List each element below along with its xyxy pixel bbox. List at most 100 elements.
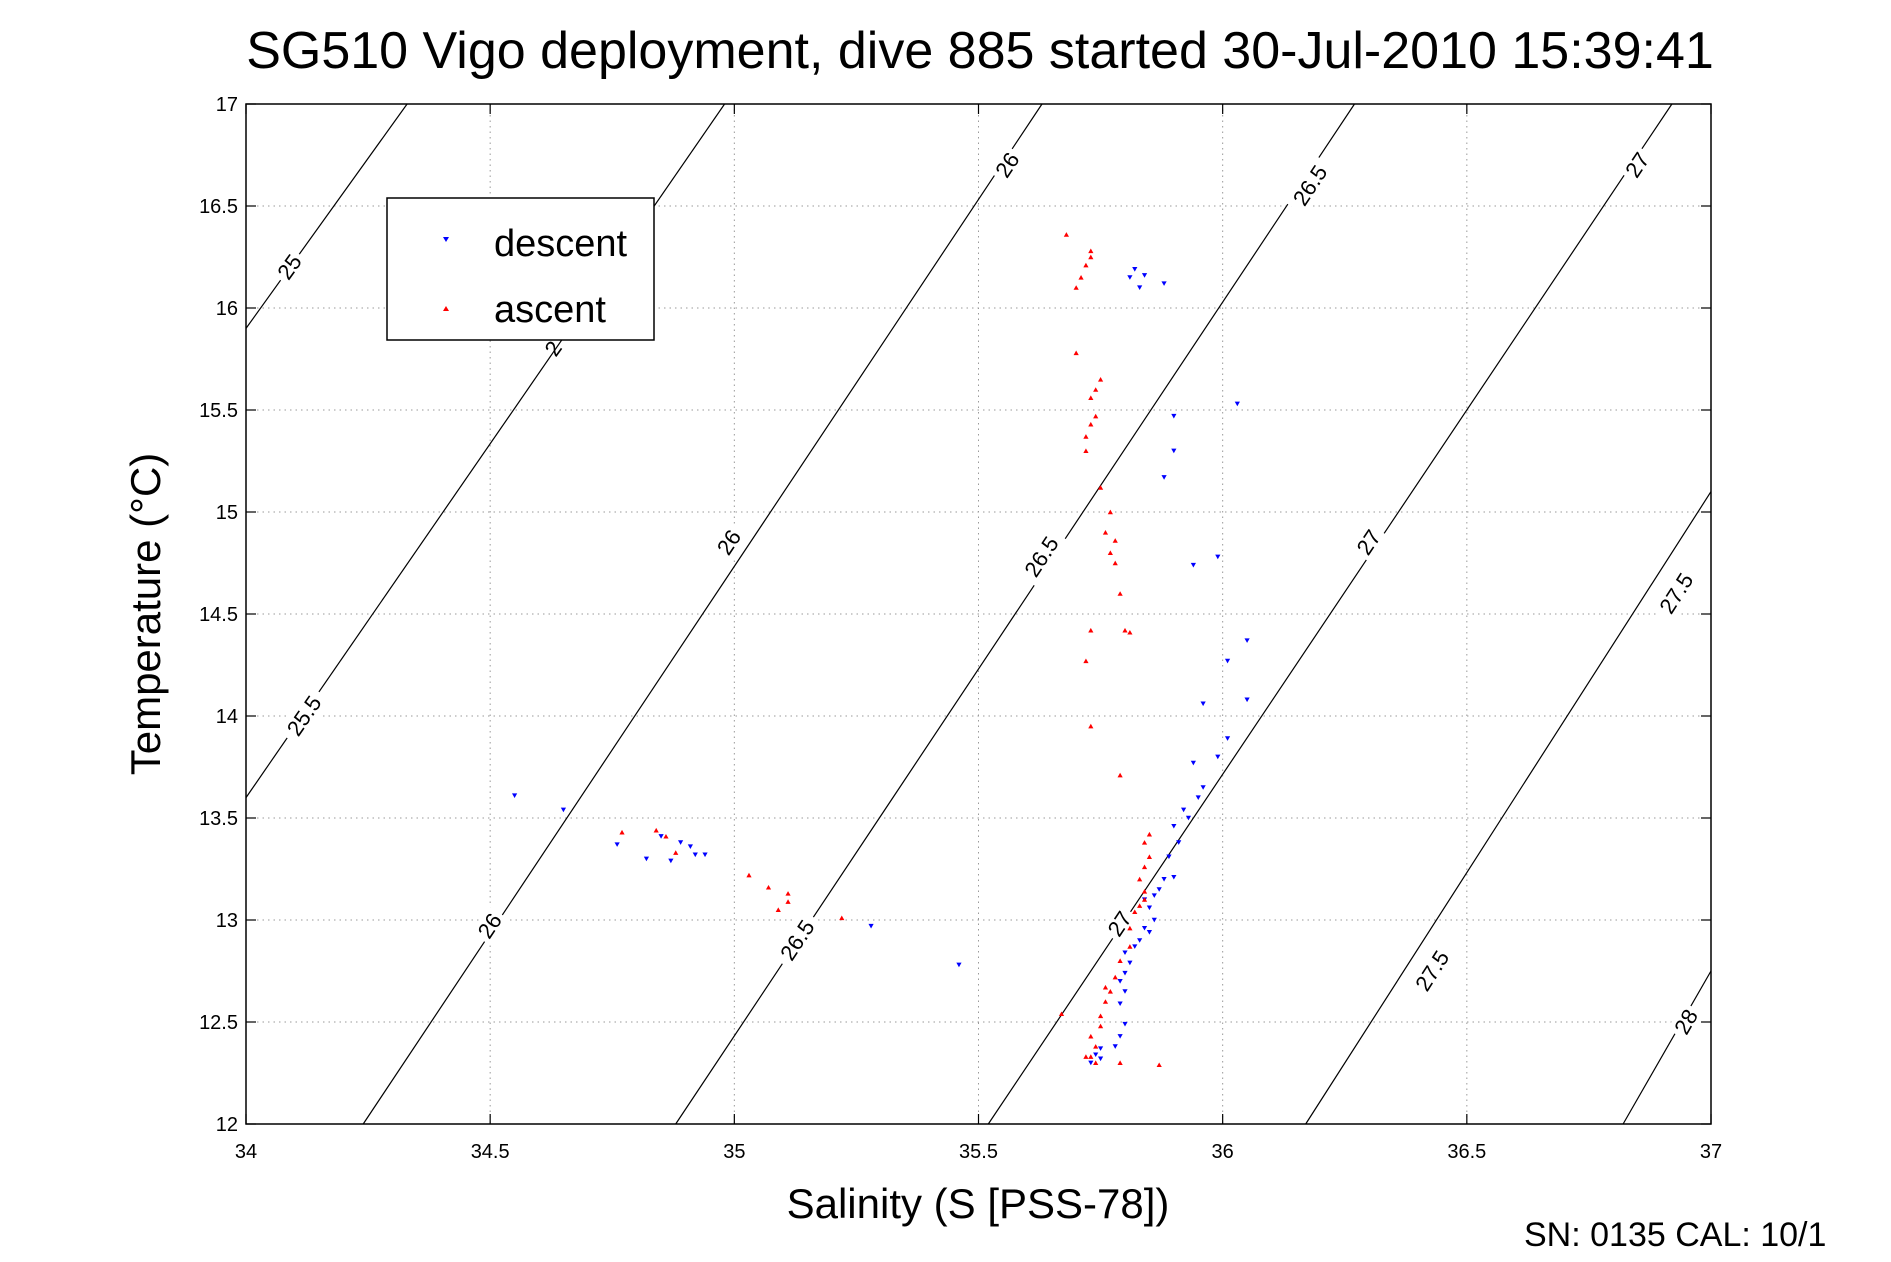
x-tick-label: 37	[1700, 1141, 1722, 1163]
x-tick-label: 34.5	[471, 1141, 510, 1163]
ascent-point	[746, 872, 752, 878]
legend-box	[386, 197, 655, 341]
y-tick-label: 16.5	[199, 196, 238, 218]
ascent-point	[1088, 1033, 1094, 1039]
y-tick-label: 15.5	[199, 400, 238, 422]
ascent-point	[1107, 550, 1113, 555]
descent-point	[687, 844, 693, 849]
ascent-point	[1141, 889, 1148, 894]
ascent-point	[1117, 772, 1123, 778]
ascent-point	[1102, 530, 1109, 535]
ascent-point	[785, 899, 791, 904]
y-tick-label: 15	[216, 502, 238, 524]
contour-label-mask	[709, 522, 750, 564]
ascent-point	[1102, 999, 1109, 1004]
x-tick-label: 36.5	[1447, 1141, 1486, 1163]
descent-point	[1181, 807, 1187, 813]
descent-point	[1244, 697, 1250, 703]
descent-point	[1151, 917, 1157, 923]
descent-point	[1166, 854, 1172, 860]
descent-point	[1122, 970, 1128, 976]
descent-point	[1141, 273, 1148, 278]
descent-point	[658, 834, 664, 839]
descent-point	[1132, 267, 1138, 272]
ascent-point	[765, 884, 772, 890]
grid	[246, 104, 1711, 1124]
descent-point	[1244, 638, 1250, 643]
ascent-point	[1063, 232, 1069, 237]
descent-point	[1200, 785, 1206, 790]
descent-point	[1122, 950, 1128, 956]
ascent-point	[1146, 854, 1153, 859]
x-tick-label: 35.5	[959, 1141, 998, 1163]
contour-label-mask	[1349, 522, 1389, 564]
legend-label-descent: descent	[494, 223, 628, 265]
ascent-point	[1078, 275, 1084, 280]
descent-point	[1176, 840, 1182, 845]
ascent-point	[1088, 1054, 1094, 1059]
descent-point	[1161, 475, 1167, 480]
legend-marker-ascent	[443, 306, 449, 311]
descent-point	[1117, 979, 1123, 984]
descent-point	[1171, 448, 1177, 454]
ascent-point	[1141, 864, 1148, 870]
y-tick-label: 17	[216, 94, 238, 116]
descent-point	[511, 793, 518, 798]
ascent-point	[839, 915, 845, 921]
ascent-point	[1088, 627, 1094, 633]
ascent-point	[1141, 897, 1148, 902]
ascent-point	[663, 833, 669, 839]
ascent-point	[1102, 984, 1109, 990]
descent-point	[1097, 1056, 1104, 1062]
ascent-point	[1107, 509, 1113, 515]
descent-point	[643, 856, 650, 862]
ascent-point	[1132, 909, 1138, 915]
ascent-point	[1127, 944, 1133, 949]
contour-label-mask	[1406, 940, 1459, 1002]
descent-point	[614, 842, 620, 847]
serial-calibration-footer: SN: 0135 CAL: 10/1	[1524, 1216, 1826, 1254]
ascent-point	[1093, 1060, 1099, 1065]
ascent-point	[673, 850, 679, 855]
contour-label-mask	[470, 905, 510, 947]
x-axis-label: Salinity (S [PSS-78])	[787, 1180, 1170, 1227]
y-tick-label: 14.5	[199, 604, 238, 626]
ascent-point	[1093, 1044, 1099, 1049]
descent-point	[702, 852, 708, 858]
y-tick-label: 13.5	[199, 808, 238, 830]
ascent-point	[1088, 421, 1094, 427]
ascent-point	[1112, 560, 1118, 566]
descent-point	[1093, 1052, 1099, 1058]
ascent-point	[1093, 387, 1099, 392]
ascent-series	[619, 232, 1162, 1068]
density-contour-line	[1305, 491, 1712, 1125]
descent-point	[692, 852, 698, 858]
y-tick-label: 13	[216, 910, 238, 932]
ascent-point	[1088, 723, 1094, 729]
ascent-point	[785, 891, 791, 896]
x-tick-label: 36	[1212, 1141, 1234, 1163]
descent-point	[1171, 874, 1177, 880]
contour-label-mask	[1650, 563, 1703, 625]
descent-point	[1122, 989, 1128, 994]
descent-point	[668, 858, 674, 864]
ascent-point	[1112, 538, 1118, 543]
legend: descent ascent	[386, 197, 655, 341]
descent-point	[1215, 554, 1221, 560]
legend-marker-descent	[443, 237, 449, 242]
ascent-point	[1083, 448, 1089, 453]
descent-point	[1171, 823, 1177, 829]
ascent-point	[1058, 1011, 1065, 1017]
descent-series	[511, 267, 1250, 1066]
descent-point	[560, 807, 567, 813]
descent-point	[1215, 754, 1221, 760]
y-axis: 12 12.5 13 13.5 14 14.5 15 15.5 16 16.5 17	[199, 94, 1711, 1136]
descent-point	[1137, 285, 1143, 290]
chart-title: SG510 Vigo deployment, dive 885 started …	[246, 22, 1714, 80]
contour-label-mask	[1015, 526, 1069, 588]
contour-label-mask	[1618, 144, 1658, 186]
descent-point	[868, 923, 874, 929]
descent-point	[1122, 1021, 1128, 1027]
descent-point	[1097, 1046, 1104, 1051]
